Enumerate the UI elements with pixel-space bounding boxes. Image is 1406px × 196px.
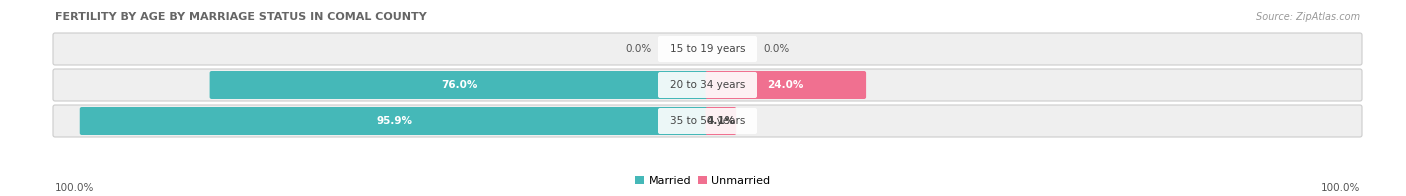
Text: 76.0%: 76.0% (441, 80, 478, 90)
FancyBboxPatch shape (209, 71, 710, 99)
Text: 0.0%: 0.0% (763, 44, 789, 54)
Text: 100.0%: 100.0% (1320, 183, 1360, 193)
Text: 0.0%: 0.0% (626, 44, 652, 54)
Text: FERTILITY BY AGE BY MARRIAGE STATUS IN COMAL COUNTY: FERTILITY BY AGE BY MARRIAGE STATUS IN C… (55, 12, 427, 22)
Text: 4.1%: 4.1% (706, 116, 735, 126)
FancyBboxPatch shape (53, 69, 1362, 101)
FancyBboxPatch shape (80, 107, 710, 135)
FancyBboxPatch shape (706, 107, 737, 135)
Text: 100.0%: 100.0% (55, 183, 94, 193)
FancyBboxPatch shape (706, 71, 866, 99)
FancyBboxPatch shape (658, 36, 756, 62)
Legend: Married, Unmarried: Married, Unmarried (631, 172, 775, 191)
Text: 95.9%: 95.9% (377, 116, 412, 126)
FancyBboxPatch shape (53, 33, 1362, 65)
FancyBboxPatch shape (658, 72, 756, 98)
Text: 20 to 34 years: 20 to 34 years (669, 80, 745, 90)
Text: 24.0%: 24.0% (768, 80, 804, 90)
Text: Source: ZipAtlas.com: Source: ZipAtlas.com (1256, 12, 1360, 22)
Text: 15 to 19 years: 15 to 19 years (669, 44, 745, 54)
FancyBboxPatch shape (658, 108, 756, 134)
FancyBboxPatch shape (53, 105, 1362, 137)
Text: 35 to 50 years: 35 to 50 years (669, 116, 745, 126)
